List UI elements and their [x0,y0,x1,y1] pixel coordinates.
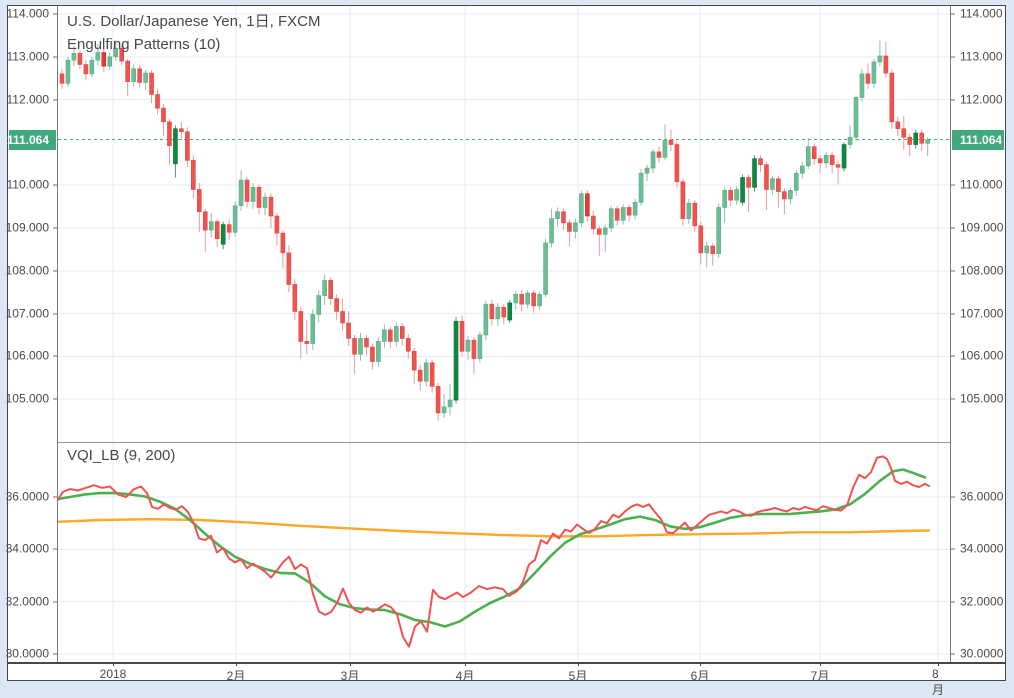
axis-label: 106.000 [960,348,1004,363]
axis-tick [951,496,955,498]
axis-tick [53,653,57,655]
pane-divider[interactable] [58,442,950,443]
time-label: 2018 [99,667,127,681]
axis-label: 112.000 [6,92,50,107]
overlay-indicator-title[interactable]: Engulfing Patterns (10) [67,36,221,53]
symbol-title[interactable]: U.S. Dollar/Japanese Yen, 1日, FXCM [67,13,321,30]
last-price-badge-left: 111.064 [7,129,56,150]
axis-tick [53,496,57,498]
axis-label: 109.000 [960,220,1004,235]
axis-label: 32.0000 [5,594,49,609]
axis-tick [951,13,955,15]
chart-area[interactable]: U.S. Dollar/Japanese Yen, 1日, FXCM Engul… [58,6,950,662]
axis-label: 32.0000 [960,594,1004,609]
time-tick [938,662,939,666]
time-axis-line [8,662,1005,664]
axis-tick [951,548,955,550]
axis-tick [53,184,57,186]
axis-tick [53,548,57,550]
axis-tick [53,313,57,315]
axis-label: 108.000 [960,263,1004,278]
time-tick [113,662,114,666]
time-label: 6月 [690,669,710,683]
axis-label: 30.0000 [960,646,1004,661]
axis-label: 114.000 [960,6,1003,21]
axis-tick [53,227,57,229]
price-scale-right[interactable]: 111.064 114.000 113.000 112.000 110.000 109.… [951,6,1005,662]
time-tick [350,662,351,666]
time-axis[interactable]: 2018 2月 3月 4月 5月 6月 7月 8月 [58,662,950,697]
time-tick [465,662,466,666]
time-tick [700,662,701,666]
time-label: 7月 [810,669,830,683]
time-tick [820,662,821,666]
left-scale-separator [57,6,58,662]
axis-tick [53,13,57,15]
axis-label: 110.000 [6,177,50,192]
axis-tick [53,99,57,101]
axis-label: 110.000 [960,177,1003,192]
axis-label: 107.000 [960,306,1004,321]
axis-tick [951,99,955,101]
chart-legend: U.S. Dollar/Japanese Yen, 1日, FXCM Engul… [67,10,320,56]
axis-tick [53,398,57,400]
axis-tick [951,653,955,655]
axis-label: 106.000 [5,348,49,363]
axis-label: 107.000 [5,306,49,321]
axis-label: 34.0000 [960,541,1004,556]
axis-label: 30.0000 [5,646,49,661]
axis-tick [951,355,955,357]
axis-label: 36.0000 [5,489,49,504]
axis-label: 105.000 [5,391,49,406]
price-scale-left[interactable]: 111.064 114.000 113.000 112.000 110.000 109.… [5,6,57,662]
axis-tick [951,227,955,229]
right-scale-separator [950,6,951,662]
axis-tick [951,398,955,400]
axis-tick [53,270,57,272]
axis-label: 36.0000 [960,489,1004,504]
time-label: 8月 [932,667,945,697]
axis-label: 105.000 [960,391,1004,406]
axis-tick [951,313,955,315]
time-label: 3月 [340,669,360,683]
axis-tick [53,601,57,603]
time-label: 2月 [226,669,246,683]
axis-label: 108.000 [5,263,49,278]
axis-tick [951,56,955,58]
axis-tick [951,601,955,603]
time-tick [578,662,579,666]
time-label: 4月 [455,669,475,683]
vqi-indicator-pane[interactable] [58,443,950,662]
axis-label: 34.0000 [5,541,49,556]
axis-tick [53,355,57,357]
last-price-badge-right: 111.064 [952,129,1004,150]
axis-label: 113.000 [6,49,50,64]
candlestick-pane[interactable] [58,6,950,442]
axis-label: 109.000 [5,220,49,235]
axis-tick [951,270,955,272]
vqi-indicator-title[interactable]: VQI_LB (9, 200) [67,447,176,464]
axis-tick [951,184,955,186]
axis-label: 112.000 [960,92,1003,107]
axis-tick [53,56,57,58]
time-label: 5月 [568,669,588,683]
axis-label: 113.000 [960,49,1003,64]
chart-widget: 111.064 114.000 113.000 112.000 110.000 109.… [5,5,1006,697]
axis-label: 114.000 [6,6,50,21]
time-tick [236,662,237,666]
